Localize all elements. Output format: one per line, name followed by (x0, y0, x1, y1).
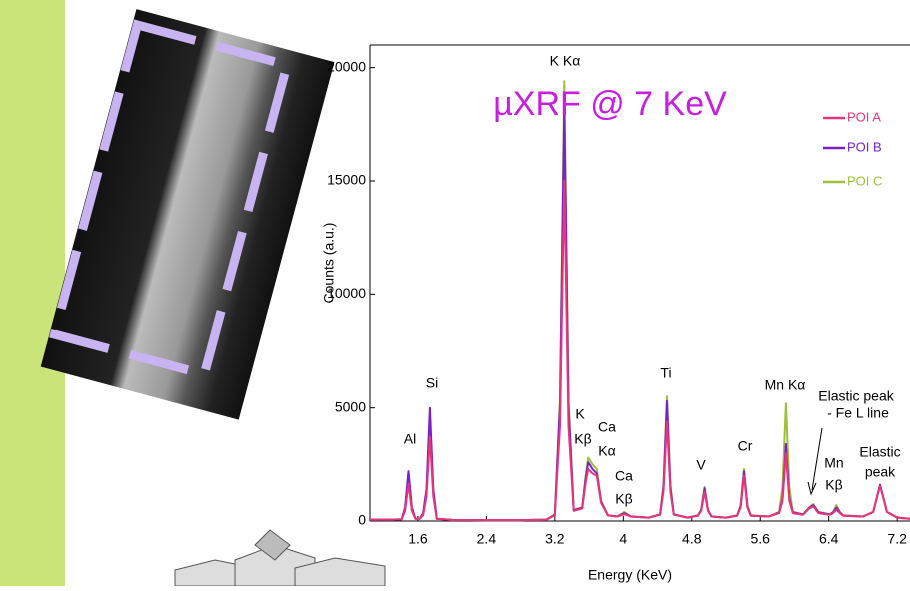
legend-label: POI B (847, 139, 882, 154)
peak-annotation: Elastic (859, 444, 900, 460)
peak-annotation: Ti (660, 365, 671, 381)
peak-annotation: Kα (598, 443, 615, 459)
peak-annotation: Cr (738, 438, 753, 454)
peak-annotation: Kβ (615, 491, 632, 507)
peak-annotation: Ca (598, 419, 616, 435)
x-tick-label: 6.4 (819, 531, 839, 547)
annotation-arrow (812, 428, 822, 490)
peak-annotation: Si (426, 375, 438, 391)
peak-annotation: Al (404, 431, 416, 447)
x-axis-label: Energy (KeV) (588, 567, 672, 583)
sem-image (41, 9, 335, 419)
side-bar (0, 0, 65, 586)
legend-label: POI C (847, 173, 882, 188)
peak-annotation: Mn Kα (765, 377, 806, 393)
peak-annotation: Elastic peak (818, 388, 894, 404)
x-tick-label: 1.6 (408, 531, 428, 547)
crystal-structure (175, 530, 385, 586)
peak-annotation: V (696, 457, 706, 473)
y-tick-label: 20000 (327, 58, 366, 74)
peak-annotation: Ca (615, 468, 633, 484)
y-tick-label: 15000 (327, 172, 366, 188)
peak-annotation: Mn (824, 455, 843, 471)
peak-annotation: K (575, 406, 585, 422)
y-axis-label: Counts (a.u.) (321, 223, 337, 304)
peak-annotation: Kβ (825, 477, 842, 493)
x-tick-label: 3.2 (545, 531, 565, 547)
x-tick-label: 2.4 (477, 531, 497, 547)
peak-annotation: Kβ (574, 431, 591, 447)
x-tick-label: 4 (619, 531, 627, 547)
chart-title: µXRF @ 7 KeV (493, 85, 727, 123)
peak-annotation: - Fe L line (827, 405, 889, 421)
peak-annotation: peak (865, 464, 896, 480)
x-tick-label: 4.8 (682, 531, 702, 547)
x-tick-label: 7.2 (887, 531, 907, 547)
legend-label: POI A (847, 109, 881, 124)
slide: 050001000015000200001.62.43.244.85.66.47… (0, 0, 910, 586)
y-tick-label: 0 (358, 512, 366, 528)
x-tick-label: 5.6 (751, 531, 771, 547)
peak-annotation: K Kα (550, 53, 581, 69)
y-tick-label: 5000 (335, 398, 366, 414)
